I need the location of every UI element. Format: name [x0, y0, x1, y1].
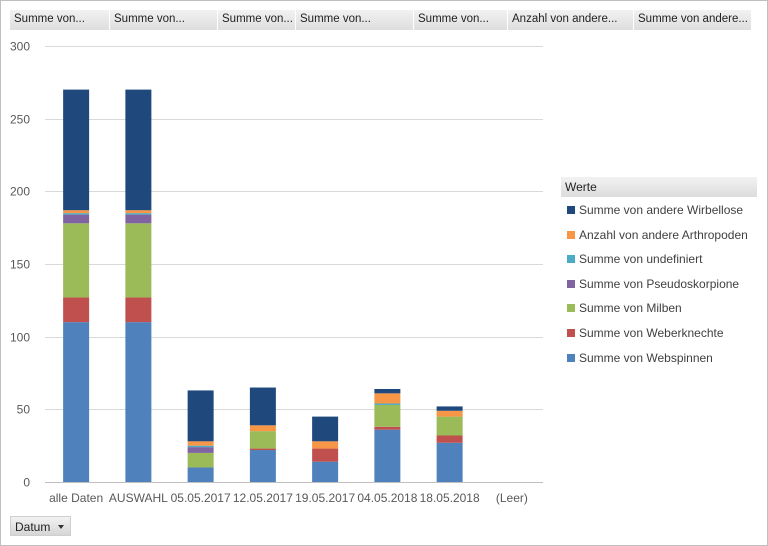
field-button-andere-wirbellose[interactable]: Summe von andere...: [634, 10, 752, 30]
x-tick-label: 12.05.2017: [233, 491, 293, 505]
field-button-webspinnen[interactable]: Summe von...: [10, 10, 110, 30]
legend-swatch: [567, 329, 575, 337]
bar-segment: [125, 89, 152, 211]
bar-segment: [63, 89, 90, 211]
legend-header: Werte: [561, 177, 757, 197]
bar-segment: [187, 445, 214, 448]
bar-segment: [249, 450, 276, 482]
bar-segment: [374, 426, 401, 430]
bar-segment: [63, 322, 90, 482]
legend-label: Summe von andere Wirbellose: [579, 203, 744, 217]
field-button-milben[interactable]: Summe von...: [218, 10, 296, 30]
dropdown-arrow-icon: [58, 525, 64, 529]
legend: Werte Summe von andere Wirbellose Anzahl …: [561, 177, 757, 365]
legend-swatch: [567, 279, 575, 288]
bar-segment: [63, 223, 90, 298]
y-tick-label: 50: [17, 403, 31, 417]
y-tick-label: 200: [10, 185, 30, 199]
x-tick-label: 05.05.2017: [171, 491, 231, 505]
bar-segment: [374, 393, 401, 404]
legend-label: Summe von Webspinnen: [579, 350, 713, 365]
bar-segment: [187, 467, 214, 482]
bar-segment: [187, 447, 214, 453]
field-button-pseudoskorpione[interactable]: Summe von...: [296, 10, 414, 30]
legend-swatch: [567, 230, 575, 239]
x-tick-label: (Leer): [496, 491, 528, 505]
bar-segment: [249, 387, 276, 426]
bar-segment: [125, 210, 152, 214]
bar-segment: [436, 416, 463, 436]
bar-segment: [436, 410, 463, 417]
bar-segment: [187, 390, 214, 442]
field-button-weberknechte[interactable]: Summe von...: [110, 10, 218, 30]
y-tick-label: 300: [10, 40, 30, 54]
field-button-undefiniert[interactable]: Summe von...: [414, 10, 508, 30]
legend-swatch: [567, 353, 575, 362]
legend-item: Summe von andere Wirbellose: [567, 203, 743, 217]
bar-segment: [187, 441, 214, 446]
legend-swatch: [567, 255, 575, 264]
bar-segment: [63, 214, 90, 224]
x-tick-label: 18.05.2018: [420, 491, 480, 505]
bar-segment: [63, 210, 90, 214]
y-tick-label: 150: [10, 258, 30, 272]
pivot-field-buttons: Summe von... Summe von... Summe von... S…: [10, 10, 752, 30]
x-tick-label: AUSWAHL: [109, 491, 168, 505]
legend-label: Summe von Milben: [579, 301, 682, 316]
legend-item: Summe von Pseudoskorpione: [567, 277, 739, 291]
legend-swatch: [567, 304, 575, 313]
bar-segment: [187, 452, 214, 468]
bar-segment: [374, 388, 401, 394]
bar-segment: [249, 431, 276, 449]
bar-segment: [436, 435, 463, 443]
bar-segment: [249, 448, 276, 451]
legend-swatch: [567, 206, 575, 214]
bar-segment: [63, 213, 90, 215]
bar-segment: [374, 403, 401, 405]
legend-item: Summe von Weberknechte: [567, 326, 724, 340]
bar-segment: [125, 322, 152, 482]
x-tick-label: 19.05.2017: [295, 491, 355, 505]
legend-label: Summe von Pseudoskorpione: [579, 276, 740, 291]
datum-field-button[interactable]: Datum: [10, 516, 71, 536]
bar-segment: [125, 213, 152, 215]
bar-segment: [436, 406, 463, 411]
legend-item: Summe von Milben: [567, 301, 682, 315]
bar-segment: [312, 448, 339, 462]
bar-segment: [374, 429, 401, 482]
legend-label: Anzahl von andere Arthropoden: [579, 227, 748, 242]
bar-segment: [436, 442, 463, 482]
x-tick-label: 04.05.2018: [357, 491, 417, 505]
bar-segment: [312, 461, 339, 482]
bar-segment: [125, 297, 152, 323]
legend-item: Summe von Webspinnen: [567, 351, 713, 365]
bar-segment: [374, 404, 401, 427]
bar-segment: [249, 425, 276, 432]
bar-segment: [125, 214, 152, 224]
legend-label: Summe von undefiniert: [579, 252, 703, 267]
legend-item: Anzahl von andere Arthropoden: [567, 228, 748, 242]
bar-segment: [125, 223, 152, 298]
bar-segment: [312, 416, 339, 442]
legend-label: Summe von Weberknechte: [579, 326, 724, 340]
datum-field-label: Datum: [15, 520, 51, 534]
legend-item: Summe von undefiniert: [567, 252, 702, 266]
y-tick-label: 250: [10, 113, 30, 127]
y-tick-label: 0: [23, 476, 30, 490]
y-tick-label: 100: [10, 331, 30, 345]
bar-segment: [63, 297, 90, 323]
field-button-andere-arthropoden[interactable]: Anzahl von andere...: [508, 10, 634, 30]
bar-segment: [312, 441, 339, 449]
x-tick-label: alle Daten: [49, 491, 103, 505]
